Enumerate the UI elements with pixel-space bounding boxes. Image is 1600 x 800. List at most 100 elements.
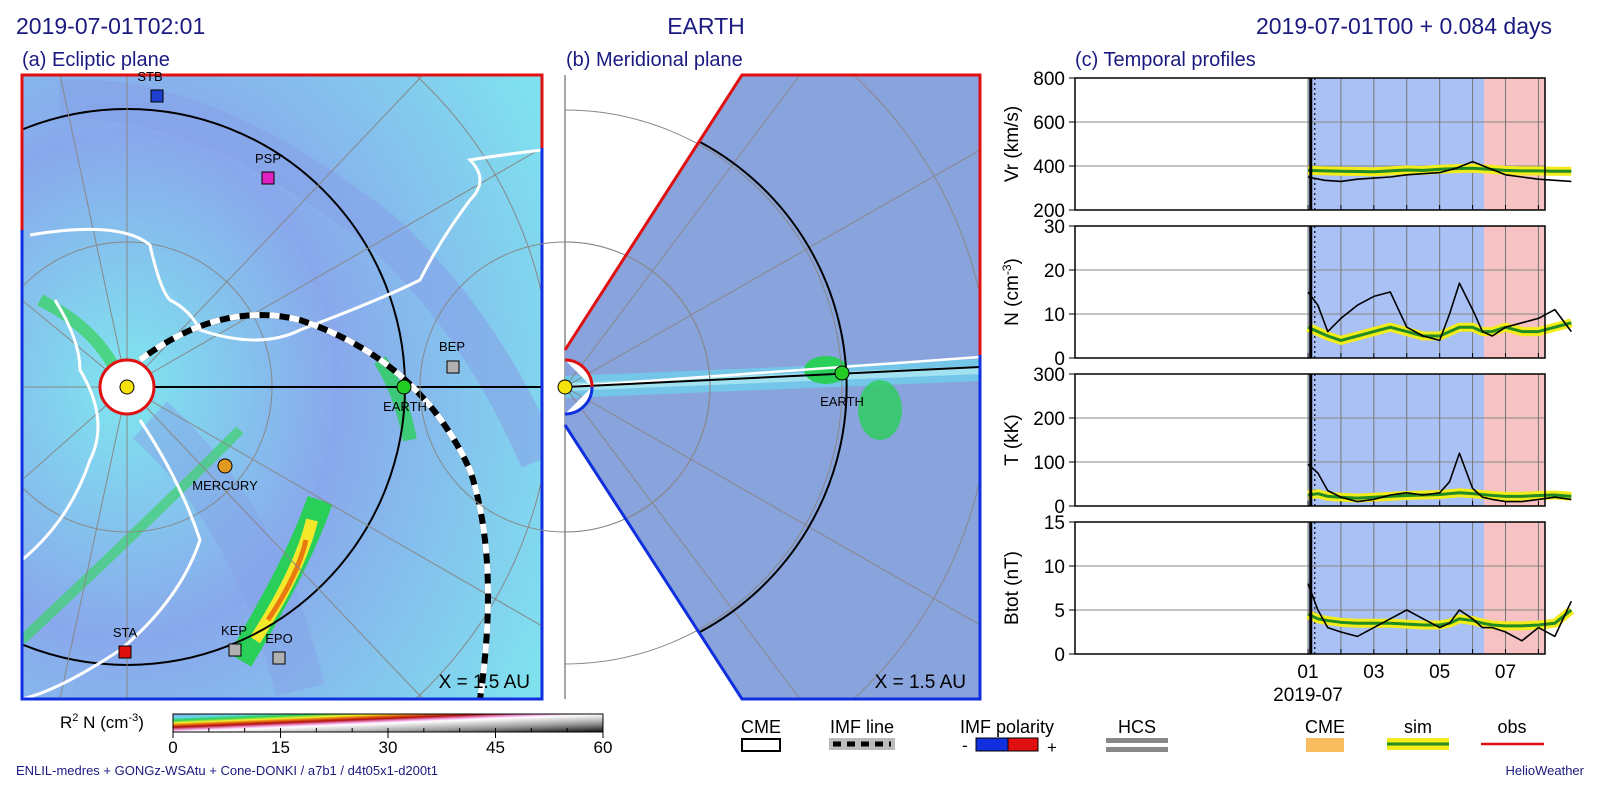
footer-brand: HelioWeather <box>1505 763 1584 778</box>
profile-panel: 200 400 600 800 Vr (km/s) <box>1002 69 1572 222</box>
y-tick-label: 800 <box>1033 69 1065 90</box>
obs-period-shading <box>1484 522 1545 654</box>
sim-period-shading <box>1308 522 1485 654</box>
x-tick-label: 07 <box>1495 662 1516 683</box>
run-info: 2019-07-01T00 + 0.084 days <box>1256 13 1552 39</box>
planet-mercury: MERCURY <box>192 458 258 493</box>
obs-line <box>1307 282 1572 342</box>
svg-text:KEP: KEP <box>221 623 247 638</box>
y-tick-label: 200 <box>1033 201 1065 222</box>
legend-obs-label: obs <box>1497 717 1526 737</box>
legend-cme-label: CME <box>741 717 781 737</box>
sim-period-shading <box>1308 78 1485 210</box>
center-title: EARTH <box>667 13 745 39</box>
y-tick-label: 15 <box>1044 513 1065 534</box>
obs-line <box>1307 452 1572 503</box>
sim-period-shading <box>1308 374 1485 506</box>
legend-polarity-negative <box>975 737 1009 752</box>
profile-panel: 0 100 200 300 T (kK) <box>1002 365 1572 518</box>
colorbar-tick-label: 0 <box>168 738 177 757</box>
meridional-panel: EARTH X = 1.5 AU <box>419 73 982 701</box>
obs-line <box>1307 160 1572 183</box>
colorbar: R2 N (cm-3) 0 15 30 45 60 <box>60 712 612 757</box>
legend-cme2-swatch <box>1306 738 1344 752</box>
svg-text:EARTH: EARTH <box>820 394 864 409</box>
y-axis-label: T (kK) <box>1002 414 1023 465</box>
meridional-panel-title: (b) Meridional plane <box>566 49 743 71</box>
legend-polarity-minus: - <box>962 736 968 755</box>
legend-imf-line-label: IMF line <box>830 717 894 737</box>
legend-imf-line-swatch <box>829 738 895 750</box>
y-tick-label: 30 <box>1044 217 1065 238</box>
colorbar-label: R2 N (cm-3) <box>60 712 144 732</box>
sim-line <box>1307 608 1573 628</box>
spacecraft-earth-meridional: EARTH <box>820 365 864 409</box>
x-sub-label: 2019-07 <box>1273 685 1343 706</box>
meridional-scale-label: X = 1.5 AU <box>875 672 966 693</box>
svg-text:STB: STB <box>137 69 162 84</box>
profile-frame <box>1074 521 1546 655</box>
spacecraft-stb: STB <box>137 69 164 103</box>
y-tick-label: 20 <box>1044 261 1065 282</box>
ecliptic-scale-label: X = 1.5 AU <box>439 672 530 693</box>
colorbar-tick-label: 15 <box>271 738 290 757</box>
obs-line <box>1307 583 1573 642</box>
ecliptic-panel: STB PSP BEP EARTH MERCURY STA KEP EPO <box>20 69 544 701</box>
legend-polarity-plus: + <box>1047 738 1057 757</box>
legend-sim-label: sim <box>1404 717 1432 737</box>
legend: CME IMF line IMF polarity - + HCS CME si… <box>741 717 1544 757</box>
y-axis-label: N (cm-3) <box>1000 258 1023 326</box>
obs-period-shading <box>1484 374 1545 506</box>
x-tick-label: 03 <box>1363 662 1384 683</box>
legend-imf-polarity-label: IMF polarity <box>960 717 1054 737</box>
ecliptic-panel-title: (a) Ecliptic plane <box>22 49 170 71</box>
y-tick-label: 300 <box>1033 365 1065 386</box>
profiles-panel-title: (c) Temporal profiles <box>1075 49 1256 71</box>
svg-text:MERCURY: MERCURY <box>192 478 258 493</box>
y-tick-label: 10 <box>1044 557 1065 578</box>
legend-sim-swatch <box>1387 738 1449 750</box>
y-tick-label: 0 <box>1054 645 1065 666</box>
y-axis-label: Btot (nT) <box>1002 551 1023 625</box>
svg-text:STA: STA <box>113 625 138 640</box>
legend-polarity-positive <box>1007 737 1039 752</box>
y-tick-label: 200 <box>1033 409 1065 430</box>
colorbar-tick-label: 45 <box>486 738 505 757</box>
y-tick-label: 0 <box>1054 497 1065 518</box>
profile-panel: 0 5 10 15 Btot (nT) <box>1002 513 1575 666</box>
spacecraft-bep: BEP <box>439 339 465 374</box>
y-tick-label: 400 <box>1033 157 1065 178</box>
spacecraft-sta: STA <box>113 625 138 659</box>
footer-run-description: ENLIL-medres + GONGz-WSAtu + Cone-DONKI … <box>16 763 438 778</box>
obs-period-shading <box>1484 226 1545 358</box>
colorbar-tick-label: 30 <box>379 738 398 757</box>
timestamp: 2019-07-01T02:01 <box>16 13 205 39</box>
x-tick-label: 01 <box>1297 662 1318 683</box>
svg-text:BEP: BEP <box>439 339 465 354</box>
y-axis-label: Vr (km/s) <box>1002 106 1023 182</box>
profile-frame <box>1074 225 1546 359</box>
profile-frame <box>1074 77 1546 211</box>
sim-line <box>1307 166 1572 174</box>
legend-hcs-swatch <box>1106 738 1168 752</box>
obs-period-shading <box>1484 78 1545 210</box>
svg-text:PSP: PSP <box>255 151 281 166</box>
spacecraft-psp: PSP <box>255 151 281 185</box>
svg-text:EARTH: EARTH <box>383 399 427 414</box>
spacecraft-kep: KEP <box>221 623 247 657</box>
spacecraft-epo: EPO <box>265 631 293 665</box>
profile-frame <box>1074 373 1546 507</box>
legend-hcs-label: HCS <box>1118 717 1156 737</box>
legend-cme2-label: CME <box>1305 717 1345 737</box>
spacecraft-earth-ecliptic: EARTH <box>383 379 427 414</box>
legend-cme-swatch <box>741 738 781 752</box>
y-tick-label: 5 <box>1054 601 1065 622</box>
y-tick-label: 100 <box>1033 453 1065 474</box>
svg-text:EPO: EPO <box>265 631 292 646</box>
profile-panel: 0 10 20 30 N (cm-3) <box>1000 217 1573 370</box>
colorbar-tick-label: 60 <box>594 738 613 757</box>
y-tick-label: 0 <box>1054 349 1065 370</box>
x-tick-label: 05 <box>1429 662 1450 683</box>
